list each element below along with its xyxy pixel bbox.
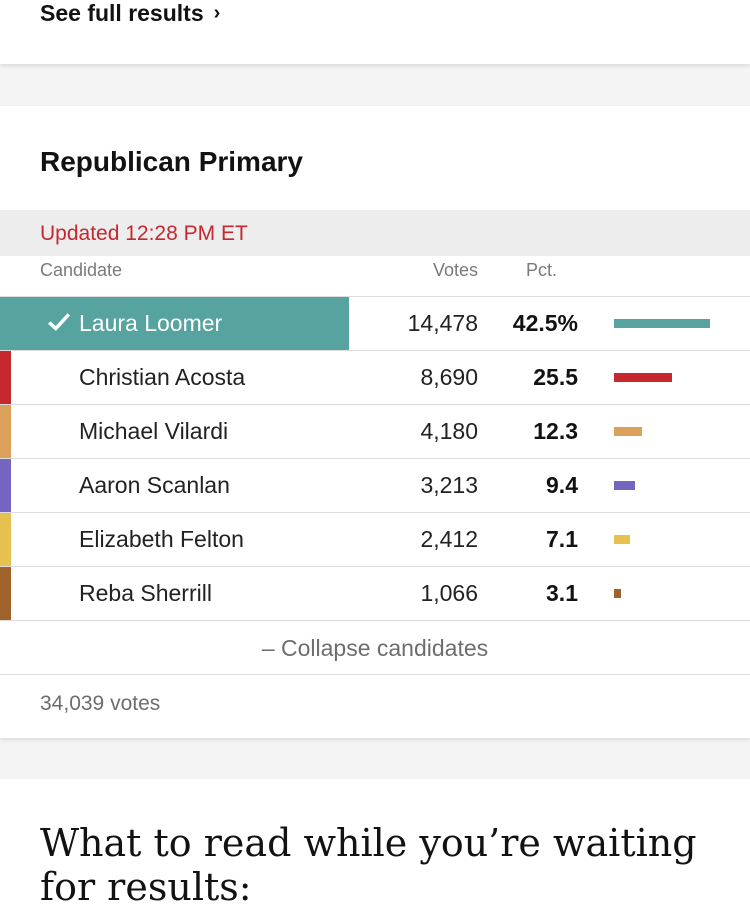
candidate-pct: 25.5: [533, 364, 578, 390]
candidate-row: Aaron Scanlan 3,213 9.4: [0, 459, 750, 513]
candidate-color-swatch: [0, 351, 11, 404]
candidate-votes: 1,066: [420, 580, 478, 606]
candidate-pct-bar: [614, 319, 710, 328]
header-candidate: Candidate: [40, 260, 123, 280]
candidate-pct-bar: [614, 589, 621, 598]
candidate-votes: 14,478: [407, 310, 478, 336]
candidate-votes: 2,412: [420, 526, 478, 552]
chevron-right-icon: ›: [213, 2, 221, 24]
results-card: Republican Primary Updated 12:28 PM ET C…: [0, 106, 750, 738]
candidate-row: Christian Acosta 8,690 25.5: [0, 351, 750, 405]
candidate-color-swatch: [0, 513, 11, 566]
candidate-row: Elizabeth Felton 2,412 7.1: [0, 513, 750, 567]
candidate-pct: 3.1: [546, 580, 578, 606]
candidate-pct: 12.3: [533, 418, 578, 444]
candidate-pct-bar: [614, 535, 630, 544]
candidate-pct-bar: [614, 373, 672, 382]
candidate-name: Aaron Scanlan: [79, 472, 230, 498]
candidate-pct: 7.1: [546, 526, 578, 552]
candidate-color-swatch: [0, 459, 11, 512]
total-votes: 34,039 votes: [40, 692, 161, 715]
candidate-pct-bar: [614, 427, 642, 436]
reading-card: What to read while you’re waiting for re…: [0, 779, 750, 923]
candidate-name: Christian Acosta: [79, 364, 246, 390]
updated-timestamp: Updated 12:28 PM ET: [40, 222, 248, 245]
race-title: Republican Primary: [40, 146, 303, 177]
header-pct: Pct.: [526, 260, 558, 280]
reading-heading: What to read while you’re waiting for re…: [40, 821, 697, 909]
candidate-name: Reba Sherrill: [79, 580, 212, 606]
collapse-candidates-button[interactable]: – Collapse candidates: [0, 621, 750, 675]
top-card: See full results ›: [0, 0, 750, 64]
candidate-row: Michael Vilardi 4,180 12.3: [0, 405, 750, 459]
candidate-color-swatch: [0, 405, 11, 458]
see-full-results-label: See full results: [40, 0, 204, 26]
candidate-pct-bar: [614, 481, 635, 490]
candidate-pct: 42.5%: [512, 310, 578, 336]
checkmark-icon: [48, 313, 71, 331]
header-divider: [0, 296, 750, 297]
candidate-votes: 3,213: [420, 472, 478, 498]
candidate-votes: 4,180: [420, 418, 478, 444]
see-full-results-link[interactable]: See full results ›: [40, 0, 220, 27]
candidate-row: Reba Sherrill 1,066 3.1: [0, 567, 750, 621]
candidate-name: Michael Vilardi: [79, 418, 229, 444]
candidate-row: Laura Loomer 14,478 42.5%: [0, 297, 750, 351]
candidate-pct: 9.4: [546, 472, 578, 498]
header-votes: Votes: [432, 260, 478, 280]
candidate-votes: 8,690: [420, 364, 478, 390]
updated-bar: Updated 12:28 PM ET: [0, 210, 750, 256]
candidate-name: Elizabeth Felton: [79, 526, 244, 552]
candidate-name: Laura Loomer: [79, 310, 223, 336]
candidate-color-swatch: [0, 567, 11, 620]
